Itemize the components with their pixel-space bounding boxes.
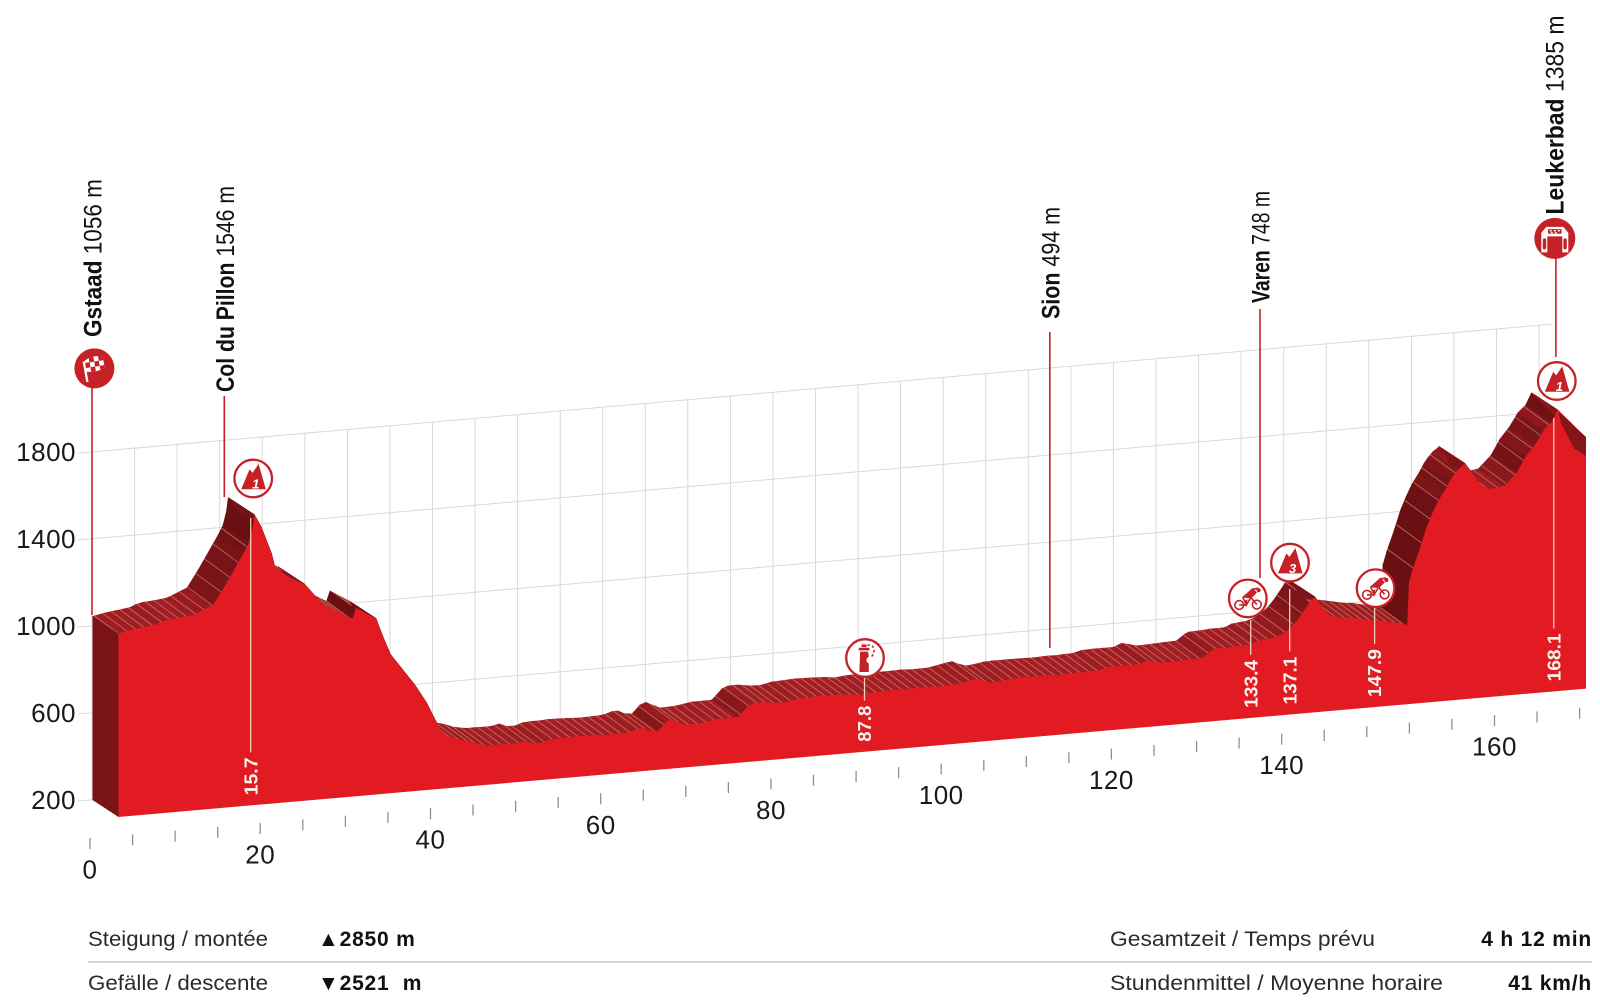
svg-text:Leukerbad 1385 m: Leukerbad 1385 m (1541, 16, 1569, 215)
svg-text:1000: 1000 (16, 611, 76, 641)
svg-text:Gstaad 1056 m: Gstaad 1056 m (80, 179, 108, 337)
svg-text:1: 1 (1556, 379, 1563, 394)
svg-text:15.7: 15.7 (240, 757, 261, 795)
svg-text:60: 60 (586, 810, 616, 840)
svg-text:140: 140 (1259, 750, 1304, 780)
svg-text:147.9: 147.9 (1364, 649, 1385, 697)
svg-text:▼2521 m: ▼2521 m (318, 972, 422, 995)
svg-text:600: 600 (31, 698, 76, 728)
svg-text:40: 40 (416, 825, 446, 855)
svg-text:80: 80 (756, 795, 786, 825)
svg-text:41 km/h: 41 km/h (1508, 972, 1592, 995)
svg-text:Stundenmittel / Moyenne horair: Stundenmittel / Moyenne horaire (1110, 972, 1443, 995)
svg-text:133.4: 133.4 (1240, 659, 1261, 708)
svg-text:Varen 748 m: Varen 748 m (1248, 191, 1276, 303)
svg-text:120: 120 (1089, 765, 1134, 795)
svg-text:Gefälle / descente: Gefälle / descente (88, 972, 268, 995)
svg-text:Col du Pillon 1546 m: Col du Pillon 1546 m (212, 186, 240, 392)
svg-text:100: 100 (919, 780, 964, 810)
svg-text:200: 200 (31, 785, 76, 815)
svg-text:87.8: 87.8 (854, 706, 875, 742)
svg-text:Steigung / montée: Steigung / montée (88, 928, 268, 951)
svg-text:20: 20 (245, 840, 275, 870)
svg-text:Sion 494 m: Sion 494 m (1037, 207, 1065, 319)
svg-text:4 h 12 min: 4 h 12 min (1481, 928, 1592, 951)
svg-text:160: 160 (1472, 732, 1517, 762)
svg-text:0: 0 (83, 855, 98, 885)
svg-text:▲2850 m: ▲2850 m (318, 928, 416, 951)
svg-text:1: 1 (252, 477, 259, 492)
svg-text:1800: 1800 (16, 437, 76, 467)
svg-text:168.1: 168.1 (1543, 633, 1564, 681)
svg-text:1400: 1400 (16, 524, 76, 554)
svg-text:3: 3 (1289, 561, 1297, 576)
svg-text:137.1: 137.1 (1279, 657, 1300, 705)
svg-text:Gesamtzeit / Temps prévu: Gesamtzeit / Temps prévu (1110, 928, 1375, 951)
